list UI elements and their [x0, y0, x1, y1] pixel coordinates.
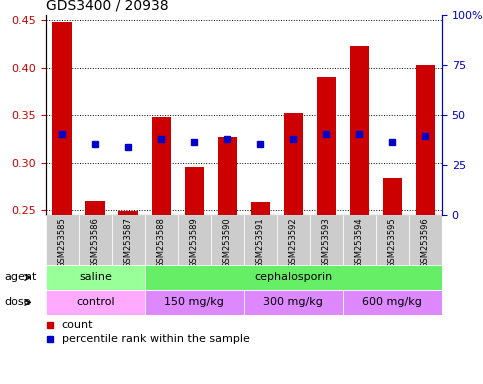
FancyBboxPatch shape [310, 215, 343, 265]
Text: GSM253596: GSM253596 [421, 218, 430, 268]
FancyBboxPatch shape [244, 215, 277, 265]
Text: agent: agent [5, 272, 37, 283]
FancyBboxPatch shape [376, 215, 409, 265]
FancyBboxPatch shape [145, 215, 178, 265]
Bar [118, 211, 138, 215]
FancyBboxPatch shape [145, 290, 244, 315]
Text: GSM253595: GSM253595 [388, 218, 397, 268]
FancyBboxPatch shape [343, 215, 376, 265]
FancyBboxPatch shape [46, 265, 145, 290]
Bar [185, 167, 204, 215]
Text: GSM253592: GSM253592 [289, 218, 298, 268]
Text: GSM253585: GSM253585 [58, 218, 67, 268]
Bar [152, 117, 171, 215]
Text: 150 mg/kg: 150 mg/kg [165, 297, 224, 308]
Text: GSM253590: GSM253590 [223, 218, 232, 268]
Text: GSM253591: GSM253591 [256, 218, 265, 268]
FancyBboxPatch shape [79, 215, 112, 265]
Text: 600 mg/kg: 600 mg/kg [363, 297, 422, 308]
FancyBboxPatch shape [46, 290, 145, 315]
Bar [350, 46, 369, 215]
FancyBboxPatch shape [244, 290, 343, 315]
Text: GDS3400 / 20938: GDS3400 / 20938 [46, 0, 169, 13]
Text: GSM253594: GSM253594 [355, 218, 364, 268]
Text: control: control [76, 297, 114, 308]
FancyBboxPatch shape [211, 215, 244, 265]
Text: GSM253587: GSM253587 [124, 218, 133, 268]
Text: saline: saline [79, 272, 112, 283]
Text: dose: dose [5, 297, 31, 308]
FancyBboxPatch shape [46, 215, 79, 265]
Bar [251, 202, 270, 215]
Text: 300 mg/kg: 300 mg/kg [264, 297, 323, 308]
Bar [316, 77, 336, 215]
Text: GSM253586: GSM253586 [91, 218, 100, 268]
Text: percentile rank within the sample: percentile rank within the sample [62, 334, 250, 344]
Bar [284, 113, 303, 215]
Text: GSM253588: GSM253588 [157, 218, 166, 268]
Bar [383, 178, 402, 215]
Bar [217, 137, 237, 215]
FancyBboxPatch shape [178, 215, 211, 265]
FancyBboxPatch shape [277, 215, 310, 265]
Text: cephalosporin: cephalosporin [254, 272, 333, 283]
Bar [415, 65, 435, 215]
Text: GSM253593: GSM253593 [322, 218, 331, 268]
FancyBboxPatch shape [145, 265, 442, 290]
FancyBboxPatch shape [409, 215, 442, 265]
Text: GSM253589: GSM253589 [190, 218, 199, 268]
FancyBboxPatch shape [343, 290, 442, 315]
FancyBboxPatch shape [112, 215, 145, 265]
Bar [85, 201, 105, 215]
Bar [53, 22, 72, 215]
Text: count: count [62, 320, 93, 331]
